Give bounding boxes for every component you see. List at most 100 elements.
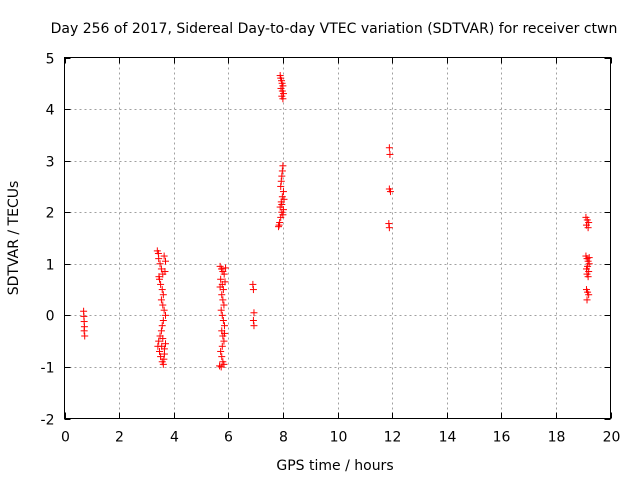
data-point (217, 275, 225, 283)
data-point (275, 221, 283, 229)
data-point (157, 265, 165, 273)
data-point (279, 188, 287, 196)
data-point (159, 301, 167, 309)
data-point (159, 335, 167, 343)
data-point (158, 322, 166, 330)
data-point (219, 317, 227, 325)
x-tick-label: 8 (279, 430, 288, 446)
data-point (275, 223, 283, 231)
data-point (80, 327, 88, 335)
y-tick-label: -1 (41, 361, 55, 377)
y-tick-label: 1 (46, 258, 55, 274)
x-tick-label: 20 (603, 430, 621, 446)
y-tick-label: 2 (46, 206, 55, 222)
data-point (217, 347, 225, 355)
data-point (278, 172, 286, 180)
data-point (156, 347, 164, 355)
data-point (585, 254, 593, 262)
x-axis-title: GPS time / hours (276, 458, 393, 474)
data-point (154, 249, 162, 257)
x-tick-label: 6 (224, 430, 233, 446)
data-point (220, 322, 228, 330)
data-point (279, 95, 287, 103)
data-point (584, 224, 592, 232)
data-point (216, 283, 224, 291)
data-point (157, 280, 165, 288)
data-point (385, 220, 393, 228)
data-point (157, 296, 165, 304)
data-point (249, 317, 257, 325)
data-point (162, 340, 170, 348)
grid (64, 57, 611, 419)
x-tick-label: 4 (170, 430, 179, 446)
data-point (250, 309, 258, 317)
data-point (249, 286, 257, 294)
data-point (159, 291, 167, 299)
data-point (218, 342, 226, 350)
y-tick-label: 0 (46, 309, 55, 325)
x-tick-label: 10 (330, 430, 348, 446)
y-tick-label: 3 (46, 155, 55, 171)
data-point (222, 264, 230, 272)
data-point (278, 200, 286, 208)
data-point (250, 322, 258, 330)
data-point (161, 268, 169, 276)
x-tick-label: 16 (493, 430, 511, 446)
data-point (219, 296, 227, 304)
data-point (220, 301, 228, 309)
data-point (157, 327, 165, 335)
x-tick-label: 0 (61, 430, 70, 446)
data-point (155, 337, 163, 345)
data-point (584, 273, 592, 281)
data-point (280, 195, 288, 203)
data-point (162, 311, 170, 319)
data-point (159, 360, 167, 368)
data-point (162, 257, 170, 265)
data-point (385, 224, 393, 232)
data-point (386, 188, 394, 196)
data-point (278, 167, 286, 175)
data-point (583, 296, 591, 304)
y-tick-label: 4 (46, 103, 55, 119)
data-point (279, 206, 287, 214)
data-point (160, 306, 168, 314)
data-point (160, 355, 168, 363)
data-point (220, 337, 228, 345)
data-point (159, 317, 167, 325)
data-point (277, 177, 285, 185)
data-point (249, 280, 257, 288)
y-axis-title: SDTVAR / TECUs (6, 181, 22, 296)
data-point (158, 342, 166, 350)
data-point (277, 182, 285, 190)
data-point (585, 291, 593, 299)
data-point (218, 291, 226, 299)
data-point (217, 306, 225, 314)
data-point (386, 150, 394, 158)
data-point (216, 362, 224, 370)
data-point (385, 144, 393, 152)
data-point (217, 363, 225, 371)
y-tick-label: -2 (41, 413, 55, 429)
data-point (156, 260, 164, 268)
plot-frame (64, 57, 611, 419)
data-point (158, 286, 166, 294)
x-tick-label: 14 (439, 430, 457, 446)
data-point (220, 329, 228, 337)
y-tick-label: 5 (46, 52, 55, 68)
data-point (160, 252, 168, 260)
x-tick-label: 2 (115, 430, 124, 446)
data-point (218, 353, 226, 361)
chart-title: Day 256 of 2017, Sidereal Day-to-day VTE… (51, 21, 618, 37)
data-point (220, 270, 228, 278)
x-tick-label: 12 (384, 430, 402, 446)
x-tick-label: 18 (548, 430, 566, 446)
data-point (155, 273, 163, 281)
data-point (218, 311, 226, 319)
data-points (80, 72, 593, 371)
data-point (221, 278, 229, 286)
data-point (81, 332, 89, 340)
data-point (277, 213, 285, 221)
data-point (279, 162, 287, 170)
